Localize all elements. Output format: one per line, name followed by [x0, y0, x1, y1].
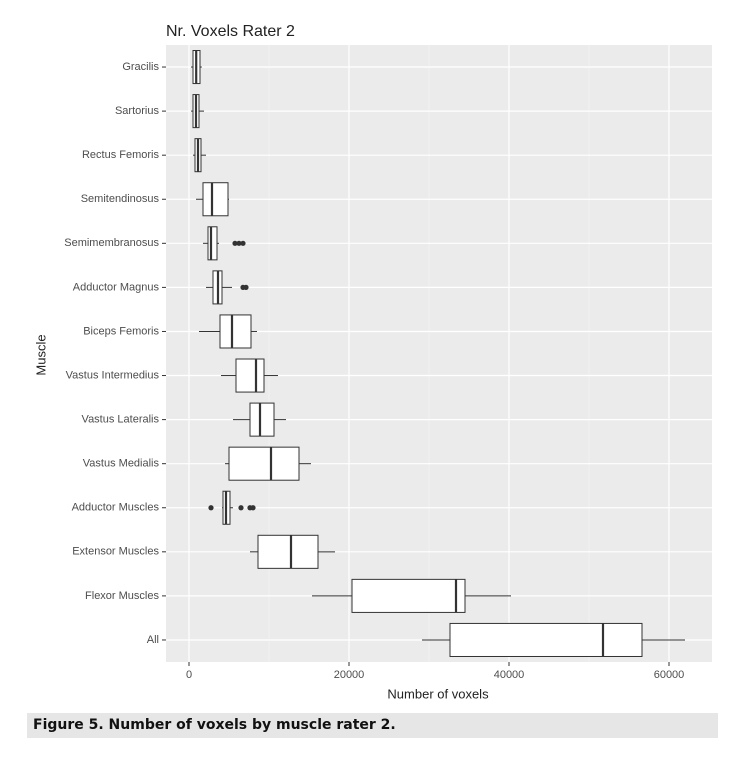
y-tick-label: All: [147, 634, 159, 646]
x-tick-label: 60000: [654, 669, 685, 681]
y-axis-label: Muscle: [33, 334, 48, 375]
outlier: [232, 240, 238, 246]
chart: Nr. Voxels Rater 2 Number of voxels Musc…: [33, 23, 712, 701]
box: [257, 534, 319, 569]
y-tick-label: Semitendinosus: [81, 193, 160, 205]
outlier: [240, 240, 246, 246]
y-tick-label: Vastus Medialis: [83, 458, 160, 470]
outlier: [250, 505, 256, 511]
box: [228, 446, 300, 481]
x-tick-label: 0: [186, 669, 192, 681]
outlier: [238, 505, 244, 511]
outlier: [236, 240, 242, 246]
x-axis-label: Number of voxels: [387, 686, 489, 701]
y-tick-label: Adductor Magnus: [73, 281, 160, 293]
box: [219, 314, 252, 349]
y-tick-label: Semimembranosus: [64, 237, 159, 249]
box: [202, 182, 229, 217]
panel: [166, 45, 712, 662]
box: [351, 578, 466, 613]
box: [235, 358, 265, 393]
y-tick-label: Gracilis: [122, 61, 159, 73]
y-tick-label: Rectus Femoris: [82, 149, 160, 161]
y-tick-label: Adductor Muscles: [72, 502, 160, 514]
outlier: [208, 505, 214, 511]
y-tick-label: Sartorius: [115, 105, 160, 117]
x-tick-label: 40000: [494, 669, 525, 681]
chart-title: Nr. Voxels Rater 2: [166, 23, 295, 40]
box: [449, 622, 643, 657]
box: [249, 402, 275, 437]
x-tick-label: 20000: [334, 669, 365, 681]
y-tick-label: Flexor Muscles: [85, 590, 159, 602]
y-tick-label: Vastus Lateralis: [82, 414, 160, 426]
y-tick-label: Vastus Intermedius: [66, 369, 160, 381]
y-tick-label: Biceps Femoris: [83, 325, 159, 337]
outlier: [243, 284, 249, 290]
caption: Figure 5. Number of voxels by muscle rat…: [27, 713, 718, 738]
box: [207, 226, 218, 261]
y-tick-label: Extensor Muscles: [72, 546, 159, 558]
